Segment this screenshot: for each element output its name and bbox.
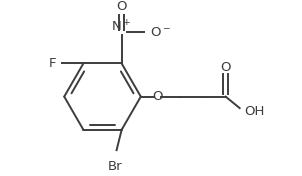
Text: N$^+$: N$^+$ (111, 20, 132, 35)
Text: O$^-$: O$^-$ (150, 26, 172, 39)
Text: OH: OH (244, 105, 265, 118)
Text: O: O (220, 61, 231, 74)
Text: F: F (49, 57, 56, 70)
Text: O: O (116, 0, 127, 12)
Text: O: O (152, 90, 163, 103)
Text: Br: Br (108, 160, 123, 173)
